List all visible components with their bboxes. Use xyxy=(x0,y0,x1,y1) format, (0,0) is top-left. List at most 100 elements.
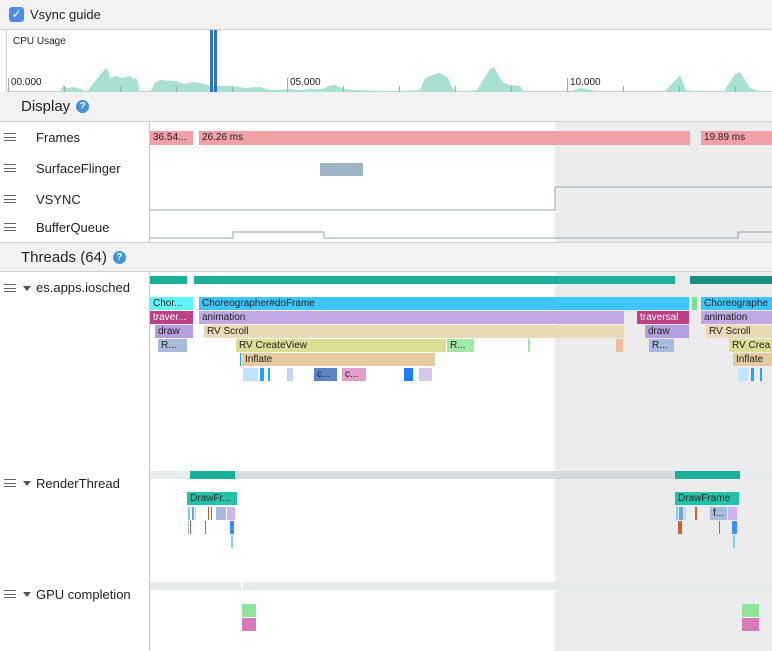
trace-slice[interactable] xyxy=(692,297,697,310)
thread-state-bar xyxy=(243,582,772,590)
trace-slice[interactable]: R... xyxy=(649,339,674,352)
thread-state-bar xyxy=(675,471,740,479)
trace-slice[interactable] xyxy=(678,521,682,534)
trace-slice[interactable] xyxy=(695,507,697,520)
trace-slice[interactable] xyxy=(616,339,623,352)
thread-state-bar xyxy=(740,471,772,479)
thread-state-bar xyxy=(690,276,772,284)
frame-bar[interactable]: 26.26 ms xyxy=(199,131,690,145)
trace-slice[interactable] xyxy=(738,368,748,381)
trace-slice[interactable] xyxy=(287,368,293,381)
trace-slice[interactable] xyxy=(733,535,735,548)
trace-slice[interactable] xyxy=(684,507,686,520)
thread-state-bar xyxy=(194,276,675,284)
help-icon[interactable]: ? xyxy=(76,100,90,113)
trace-slice[interactable] xyxy=(742,618,759,631)
toolbar: ✓ Vsync guide xyxy=(0,0,772,30)
vsync-guide-label: Vsync guide xyxy=(30,7,101,22)
trace-slice[interactable] xyxy=(732,521,737,534)
drag-handle-icon[interactable] xyxy=(4,479,16,487)
column-divider xyxy=(149,272,150,651)
trace-slice[interactable]: RV CreateView xyxy=(236,339,446,352)
drag-handle-icon[interactable] xyxy=(4,223,16,231)
trace-slice[interactable] xyxy=(188,521,189,534)
frame-bar[interactable]: 19.89 ms xyxy=(701,131,772,145)
track-bufferqueue-label: BufferQueue xyxy=(36,220,110,235)
trace-slice[interactable] xyxy=(728,507,737,520)
trace-slice[interactable]: draw xyxy=(645,325,689,338)
trace-slice[interactable]: RV Crea xyxy=(729,339,772,352)
trace-slice[interactable] xyxy=(404,368,413,381)
trace-slice[interactable] xyxy=(243,368,258,381)
trace-slice[interactable]: RV Scroll xyxy=(204,325,624,338)
trace-slice[interactable]: animation xyxy=(701,311,772,324)
thread-state-bar xyxy=(150,582,241,590)
trace-slice[interactable]: traver... xyxy=(150,311,193,324)
trace-slice[interactable] xyxy=(195,507,196,520)
drag-handle-icon[interactable] xyxy=(4,590,16,598)
trace-slice[interactable] xyxy=(419,368,432,381)
thread-state-bar xyxy=(190,471,235,479)
trace-slice[interactable]: c... xyxy=(342,368,366,381)
trace-slice[interactable] xyxy=(242,604,256,617)
trace-slice[interactable] xyxy=(719,521,720,534)
trace-slice[interactable]: Inflate xyxy=(733,353,772,366)
expand-triangle-icon[interactable] xyxy=(23,592,31,597)
drag-handle-icon[interactable] xyxy=(4,195,16,203)
trace-slice[interactable]: draw xyxy=(155,325,193,338)
trace-slice[interactable]: DrawFrame xyxy=(675,492,739,505)
trace-slice[interactable] xyxy=(188,507,190,520)
vsync-guide-checkbox[interactable]: ✓ xyxy=(9,7,24,22)
cpu-tick-label: 00.000 xyxy=(11,77,42,88)
trace-slice[interactable] xyxy=(742,604,759,617)
trace-slice[interactable] xyxy=(211,507,212,520)
drag-handle-icon[interactable] xyxy=(4,164,16,172)
trace-slice[interactable]: R... xyxy=(447,339,474,352)
trace-slice[interactable] xyxy=(751,368,754,381)
trace-slice[interactable] xyxy=(205,521,206,534)
thread-label: GPU completion xyxy=(36,587,131,602)
display-header: Display? xyxy=(0,92,772,122)
drag-handle-icon[interactable] xyxy=(4,284,16,292)
expand-triangle-icon[interactable] xyxy=(23,481,31,486)
trace-slice[interactable]: R... xyxy=(158,339,187,352)
trace-slice[interactable] xyxy=(192,507,194,520)
vsync-signal xyxy=(150,186,772,239)
track-surfaceflinger-label: SurfaceFlinger xyxy=(36,161,121,176)
trace-slice[interactable] xyxy=(679,507,683,520)
trace-slice[interactable]: Choreographe xyxy=(701,297,772,310)
thread-label: RenderThread xyxy=(36,476,120,491)
trace-slice[interactable] xyxy=(268,368,270,381)
trace-slice[interactable] xyxy=(760,368,762,381)
trace-slice[interactable] xyxy=(208,507,209,520)
trace-slice[interactable] xyxy=(260,368,264,381)
trace-slice[interactable]: Chor... xyxy=(150,297,193,310)
trace-slice[interactable] xyxy=(230,521,234,534)
trace-slice[interactable]: traversal xyxy=(637,311,689,324)
trace-slice[interactable]: Choreographer#doFrame xyxy=(199,297,689,310)
trace-slice[interactable] xyxy=(240,353,241,366)
trace-slice[interactable]: f... xyxy=(710,507,727,520)
cpu-usage-title: CPU Usage xyxy=(13,36,66,47)
cpu-tick-label: 10.000 xyxy=(570,77,601,88)
trace-slice[interactable] xyxy=(216,507,226,520)
trace-slice[interactable] xyxy=(676,507,678,520)
surfaceflinger-slice[interactable] xyxy=(320,163,363,176)
threads-title: Threads (64) xyxy=(21,249,107,266)
help-icon[interactable]: ? xyxy=(112,251,126,264)
track-frames-label: Frames xyxy=(36,130,81,145)
frame-bar[interactable]: 36.54... xyxy=(150,131,193,145)
trace-slice[interactable] xyxy=(227,507,235,520)
trace-slice[interactable]: DrawFr... xyxy=(187,492,237,505)
trace-slice[interactable]: c... xyxy=(314,368,337,381)
trace-slice[interactable]: animation xyxy=(199,311,624,324)
trace-slice[interactable]: Inflate xyxy=(242,353,435,366)
trace-slice[interactable] xyxy=(242,618,256,631)
trace-slice[interactable]: RV Scroll xyxy=(706,325,772,338)
trace-slice[interactable] xyxy=(231,535,233,548)
expand-triangle-icon[interactable] xyxy=(23,286,31,291)
trace-slice[interactable] xyxy=(190,521,191,534)
thread-state-bar xyxy=(150,471,190,479)
drag-handle-icon[interactable] xyxy=(4,133,16,141)
trace-slice[interactable] xyxy=(528,339,530,352)
